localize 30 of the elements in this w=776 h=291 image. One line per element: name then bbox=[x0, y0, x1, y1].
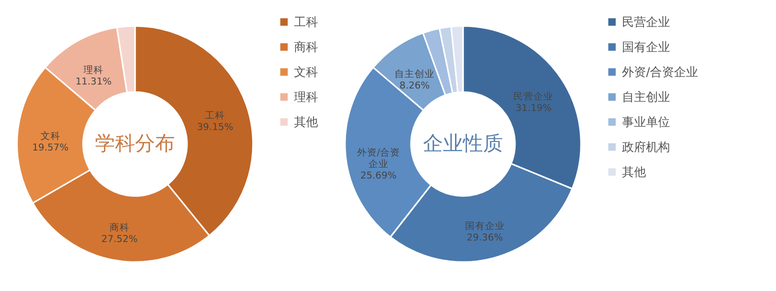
legend-label: 民营企业 bbox=[622, 15, 670, 29]
legend-label: 国有企业 bbox=[622, 40, 670, 54]
legend-label: 工科 bbox=[294, 15, 318, 29]
data-label: 29.36% bbox=[466, 232, 503, 244]
slice-label: 自主创业 bbox=[394, 68, 435, 80]
slice-label: 商科 bbox=[110, 222, 130, 234]
legend-label: 商科 bbox=[294, 40, 318, 54]
slice-label: 民营企业 bbox=[514, 90, 554, 103]
slice-label: 理科 bbox=[84, 64, 104, 76]
data-label: 11.31% bbox=[75, 76, 112, 88]
legend-label: 政府机构 bbox=[622, 140, 670, 154]
legend-label: 其他 bbox=[622, 165, 646, 179]
text: 企业性质 bbox=[423, 131, 503, 155]
slice-label: 文科 bbox=[40, 130, 60, 142]
legend-label: 文科 bbox=[294, 65, 318, 79]
data-label: 25.69% bbox=[360, 170, 397, 182]
data-label: 27.52% bbox=[101, 234, 138, 246]
slice-label: 国有企业 bbox=[464, 220, 505, 232]
data-label: 19.57% bbox=[32, 142, 68, 154]
data-label: 31.19% bbox=[515, 103, 552, 114]
legend-label: 外资/合资企业 bbox=[622, 65, 698, 79]
legend-label: 其他 bbox=[294, 115, 318, 129]
legend-label: 事业单位 bbox=[622, 115, 670, 129]
slice-label: 工科 bbox=[205, 110, 226, 122]
legend-label: 自主创业 bbox=[622, 90, 670, 104]
legend-label: 理科 bbox=[294, 90, 318, 104]
slice-label: 外资/合资企业 bbox=[356, 146, 400, 170]
text: 学科分布 bbox=[95, 131, 175, 155]
data-label: 8.26% bbox=[400, 80, 430, 92]
data-label: 39.15% bbox=[196, 122, 234, 134]
